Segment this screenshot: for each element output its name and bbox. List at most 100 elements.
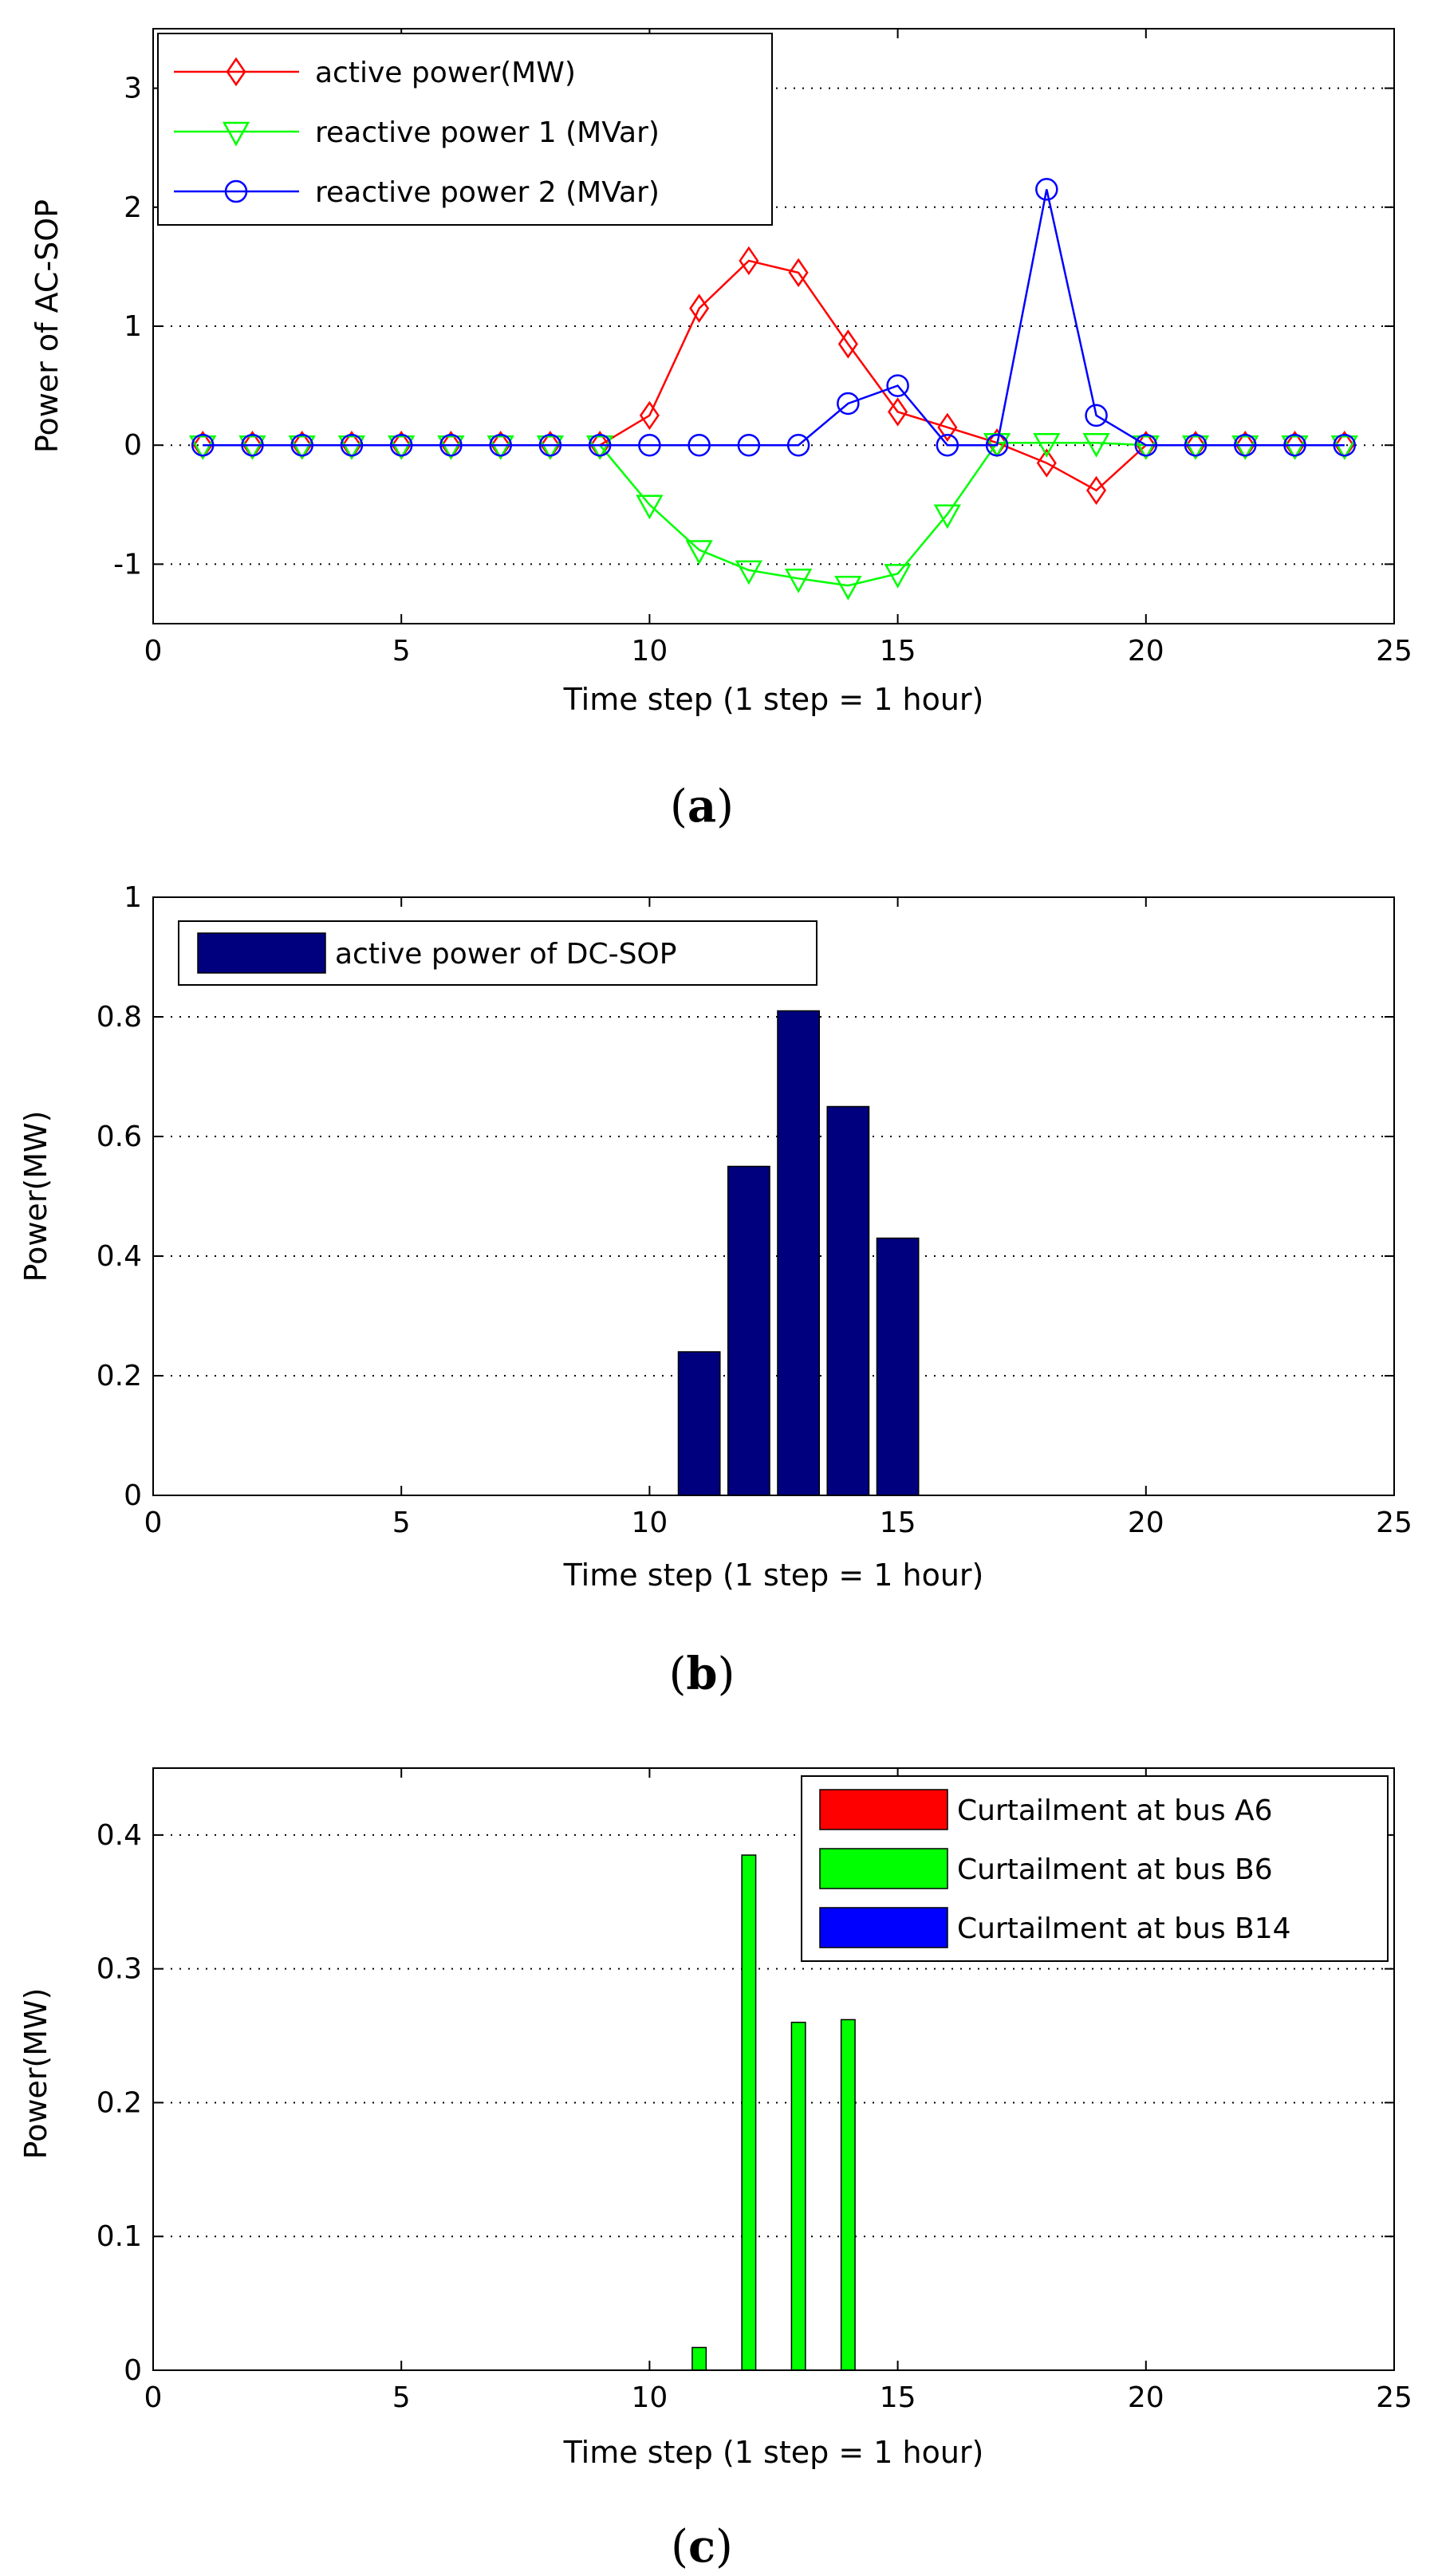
legend-label-b14: Curtailment at bus B14	[957, 1912, 1291, 1945]
data-point-s1	[685, 540, 713, 565]
data-point-s1	[735, 560, 763, 585]
xtick-label: 25	[1376, 1507, 1412, 1539]
chart-b-axes-box	[152, 896, 1395, 1496]
ytick-label: -1	[113, 548, 142, 581]
data-point-s2	[837, 392, 860, 416]
data-point-s2	[687, 433, 711, 457]
ytick-label: 1	[124, 310, 142, 343]
chart-c-axes-box	[152, 1767, 1395, 2371]
chart-b-bars	[677, 1010, 920, 1496]
chart-a-legend: active power(MW) reactive power 1 (MVar)…	[157, 33, 773, 226]
ytick-label: 0	[124, 1479, 142, 1512]
bar-s1	[691, 2346, 707, 2371]
data-point-s2	[1333, 433, 1357, 457]
xtick-label: 0	[144, 2381, 163, 2414]
data-point-s2	[985, 433, 1009, 457]
data-point-s1	[1082, 432, 1110, 458]
chart-b-gridlines	[153, 1016, 1394, 1377]
legend-label-b6: Curtailment at bus B6	[957, 1853, 1273, 1886]
data-point-s2	[588, 433, 612, 457]
ytick-label: 0.2	[97, 2086, 142, 2119]
chart-c: 0 0.1 0.2 0.3 0.4 0 5 10 15 20 25 Time step (1 ste…	[18, 1767, 1412, 2573]
xtick-label: 5	[392, 1507, 411, 1539]
xtick-label: 10	[631, 2381, 668, 2414]
data-point-s1	[834, 576, 862, 601]
legend-marker-0	[226, 57, 246, 87]
legend-swatch-b6	[819, 1848, 948, 1889]
ytick-label: 0.4	[97, 1240, 142, 1273]
data-point-s2	[1134, 433, 1158, 457]
data-point-s1	[1181, 435, 1210, 460]
data-point-s2	[1234, 433, 1257, 457]
data-point-s1	[636, 494, 664, 520]
ytick-label: 0	[124, 2354, 142, 2387]
chart-c-xlabel: Time step (1 step = 1 hour)	[563, 2435, 984, 2470]
data-point-s2	[439, 433, 463, 457]
data-point-s1	[238, 435, 266, 460]
chart-c-ylabel: Power(MW)	[18, 1988, 53, 2160]
bar-s1	[790, 2022, 806, 2371]
xtick-label: 15	[880, 2381, 916, 2414]
chart-a-caption: (a)	[670, 780, 734, 833]
data-point-s1	[1132, 435, 1160, 460]
legend-marker-2	[224, 179, 248, 203]
data-point-s2	[191, 433, 215, 457]
data-point-s1	[189, 435, 217, 460]
data-point-s2	[1085, 404, 1108, 427]
legend-label-a6: Curtailment at bus A6	[957, 1794, 1273, 1827]
legend-label-dc-sop: active power of DC-SOP	[335, 938, 676, 971]
data-point-s2	[638, 433, 661, 457]
chart-c-caption: (c)	[671, 2520, 733, 2573]
chart-b-xlabel: Time step (1 step = 1 hour)	[563, 1558, 984, 1593]
chart-a-axes-box	[152, 28, 1395, 624]
data-point-s2	[1283, 433, 1306, 457]
data-point-s0	[1086, 475, 1107, 506]
ytick-label: 0.4	[97, 1819, 142, 1852]
xtick-label: 5	[392, 2381, 411, 2414]
legend-swatch-b14	[819, 1907, 948, 1948]
data-point-s2	[886, 374, 909, 397]
data-point-s2	[737, 433, 761, 457]
ytick-label: 0.8	[97, 1001, 142, 1034]
ytick-label: 0.6	[97, 1121, 142, 1153]
data-point-s1	[1281, 435, 1309, 460]
ytick-label: 1	[124, 881, 142, 914]
data-point-s1	[1231, 435, 1259, 460]
data-point-s1	[388, 435, 416, 460]
bar	[777, 1010, 821, 1496]
data-point-s2	[389, 433, 413, 457]
ytick-label: 0	[124, 429, 142, 462]
chart-a-ylabel: Power of AC-SOP	[30, 199, 65, 453]
legend-label-active-power: active power(MW)	[315, 57, 576, 89]
chart-c-legend: Curtailment at bus A6 Curtailment at bus…	[801, 1775, 1389, 1962]
xtick-label: 5	[392, 635, 411, 668]
ytick-label: 0.3	[97, 1953, 142, 1986]
xtick-label: 20	[1128, 1507, 1164, 1539]
data-point-s2	[489, 433, 512, 457]
xtick-label: 20	[1128, 635, 1164, 668]
data-point-s1	[487, 435, 514, 460]
xtick-label: 25	[1376, 635, 1412, 668]
chart-b-ylabel: Power(MW)	[18, 1111, 53, 1282]
xtick-label: 0	[144, 1507, 163, 1539]
data-point-s2	[1035, 178, 1058, 201]
chart-a: -1 0 1 2 3 0 5 10 15 20 25 Time step (1 step = 1 h…	[30, 28, 1412, 833]
chart-a-legend-box	[157, 33, 773, 226]
data-point-s1	[784, 569, 813, 593]
data-point-s2	[936, 433, 959, 457]
data-point-s2	[290, 433, 313, 457]
data-point-s1	[884, 564, 912, 589]
data-point-s2	[786, 433, 810, 457]
chart-a-series	[189, 178, 1358, 601]
legend-marker-1	[222, 121, 250, 147]
xtick-label: 20	[1128, 2381, 1164, 2414]
data-point-s1	[586, 435, 614, 460]
bar	[876, 1237, 920, 1496]
data-point-s0	[1036, 448, 1057, 478]
data-point-s1	[1033, 432, 1061, 458]
data-point-s1	[437, 435, 465, 460]
data-point-s2	[241, 433, 264, 457]
data-point-s0	[888, 397, 908, 427]
data-point-s2	[538, 433, 562, 457]
